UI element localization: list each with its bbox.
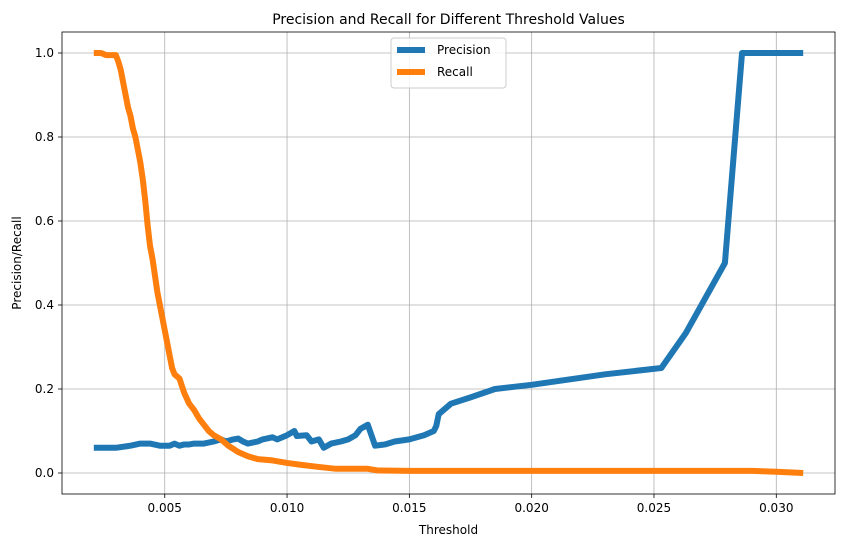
- y-axis-label: Precision/Recall: [10, 216, 24, 309]
- recall-line: [93, 50, 804, 476]
- y-tick-label: 0.4: [35, 298, 54, 312]
- series-lines: [93, 50, 804, 476]
- plot-background: [62, 32, 835, 494]
- precision-line: [93, 50, 804, 451]
- x-tick-label: 0.015: [392, 501, 426, 515]
- plot-frame: [61, 31, 836, 495]
- x-tick-label: 0.005: [148, 501, 182, 515]
- x-axis-label: Threshold: [418, 523, 478, 537]
- y-tick-label: 1.0: [35, 46, 54, 60]
- y-tick-label: 0.0: [35, 466, 54, 480]
- legend: Precision Recall: [390, 37, 507, 89]
- y-axis-ticks: 0.0 0.2 0.4 0.6 0.8 1.0: [35, 46, 62, 480]
- legend-recall-label: Recall: [437, 65, 473, 79]
- plot-area: 0.005 0.010 0.015 0.020 0.025 0.030 0.0 0.2 0.4…: [35, 31, 836, 515]
- x-tick-label: 0.020: [514, 501, 548, 515]
- x-tick-label: 0.010: [270, 501, 304, 515]
- legend-precision-label: Precision: [437, 43, 491, 57]
- chart-title: Precision and Recall for Different Thres…: [272, 12, 625, 28]
- x-tick-label: 0.030: [759, 501, 793, 515]
- y-tick-label: 0.8: [35, 130, 54, 144]
- y-tick-label: 0.2: [35, 382, 54, 396]
- x-tick-label: 0.025: [637, 501, 671, 515]
- x-axis-ticks: 0.005 0.010 0.015 0.020 0.025 0.030: [148, 494, 793, 515]
- y-tick-label: 0.6: [35, 214, 54, 228]
